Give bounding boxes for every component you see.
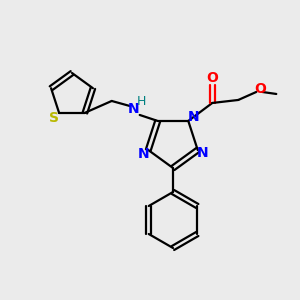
Text: O: O xyxy=(206,71,218,85)
Text: N: N xyxy=(197,146,208,160)
Text: N: N xyxy=(128,102,140,116)
Text: N: N xyxy=(137,147,149,161)
Text: S: S xyxy=(49,111,59,125)
Text: H: H xyxy=(137,95,146,109)
Text: O: O xyxy=(254,82,266,96)
Text: N: N xyxy=(188,110,199,124)
